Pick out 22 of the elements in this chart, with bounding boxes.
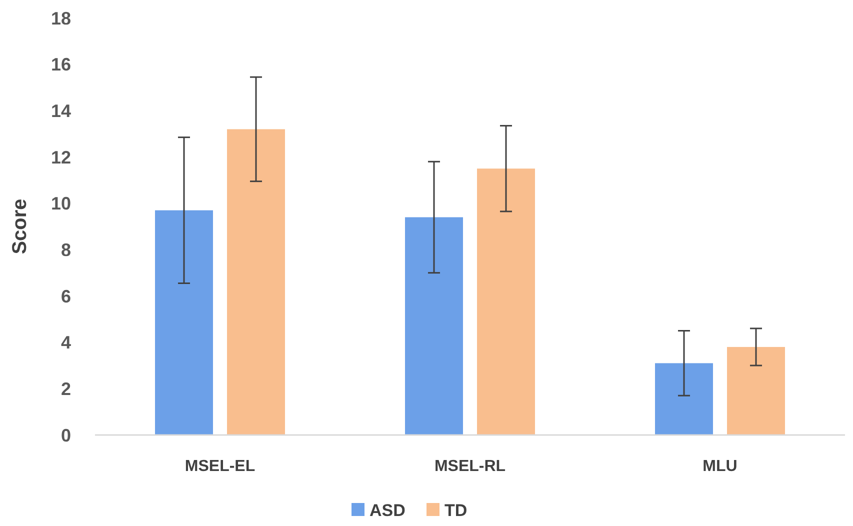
bar (727, 346, 785, 435)
y-tick-label: 0 (60, 425, 71, 446)
y-tick-label: 6 (60, 286, 71, 306)
x-tick-label: MLU (702, 458, 738, 475)
bar (405, 217, 463, 435)
bar (155, 210, 213, 435)
y-tick-label: 10 (50, 194, 71, 214)
y-tick-label: 2 (60, 378, 71, 399)
y-tick-label: 16 (50, 54, 71, 75)
y-axis-title: Score (9, 198, 31, 254)
y-tick-label: 12 (50, 147, 71, 168)
bar (227, 129, 285, 435)
bar (655, 363, 713, 435)
y-tick-label: 14 (50, 100, 71, 121)
y-tick-label: 4 (60, 332, 71, 353)
x-tick-label: MSEL-EL (184, 458, 256, 475)
y-tick-label: 8 (60, 240, 71, 260)
legend-label: TD (444, 501, 468, 520)
bar (477, 168, 535, 435)
legend-label: ASD (370, 501, 406, 520)
x-tick-label: MSEL-RL (434, 458, 506, 475)
y-tick-label: 18 (50, 8, 71, 28)
